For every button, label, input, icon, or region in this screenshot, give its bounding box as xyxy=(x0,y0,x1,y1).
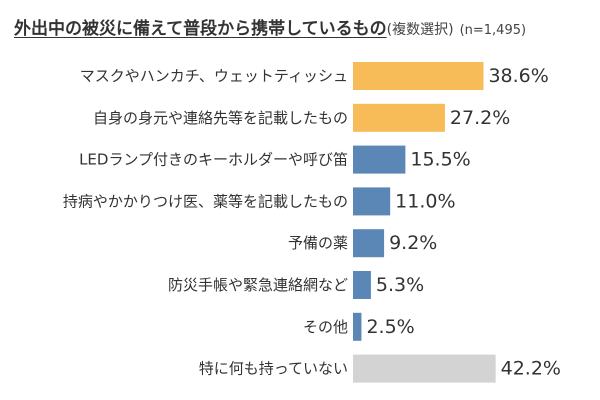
chart-title-row: 外出中の被災に備えて普段から携帯しているもの(複数選択) (n=1,495) xyxy=(14,14,526,39)
bar xyxy=(353,62,484,90)
bar xyxy=(353,271,371,299)
category-label: LEDランプ付きのキーホルダーや呼び笛 xyxy=(79,151,348,169)
value-label: 27.2% xyxy=(450,107,510,129)
bar xyxy=(353,145,406,174)
category-label: 持病やかかりつけ医、薬等を記載したもの xyxy=(63,192,348,210)
bar xyxy=(353,187,391,216)
category-label: 予備の薬 xyxy=(288,234,348,252)
value-label: 2.5% xyxy=(366,316,414,338)
bar xyxy=(353,229,385,258)
value-label: 5.3% xyxy=(376,274,424,296)
chart-sample-size: (n=1,495) xyxy=(459,23,527,38)
value-label: 15.5% xyxy=(410,149,470,171)
bar xyxy=(353,103,445,132)
value-label: 42.2% xyxy=(501,358,561,380)
category-label: 特に何も持っていない xyxy=(199,360,348,378)
category-label: 自身の身元や連絡先等を記載したもの xyxy=(93,109,348,127)
category-label: その他 xyxy=(303,318,348,336)
category-label: マスクやハンカチ、ウェットティッシュ xyxy=(80,67,348,85)
category-label: 防災手帳や緊急連絡網など xyxy=(168,276,348,294)
value-label: 38.6% xyxy=(488,65,548,87)
value-label: 11.0% xyxy=(395,190,455,212)
value-label: 9.2% xyxy=(389,232,437,254)
bar xyxy=(353,354,496,383)
bar xyxy=(353,312,362,341)
chart-title: 外出中の被災に備えて普段から携帯しているもの xyxy=(14,19,387,39)
chart-title-note: (複数選択) xyxy=(386,22,454,38)
